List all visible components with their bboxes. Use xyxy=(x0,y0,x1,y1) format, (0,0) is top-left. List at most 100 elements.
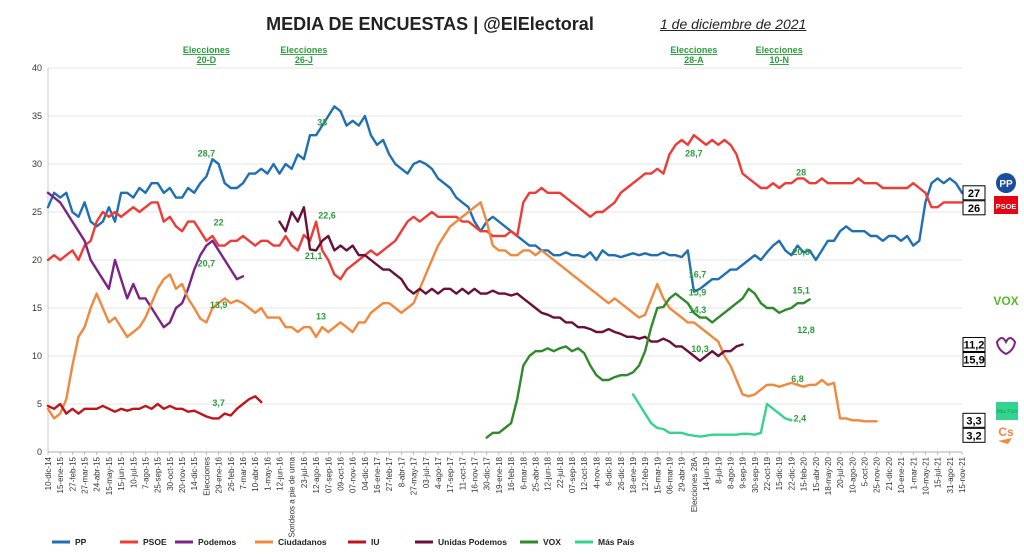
data-label: 13,9 xyxy=(210,300,228,310)
x-tick-label: 09-oct-16 xyxy=(336,456,345,490)
x-tick-label: 10-may-21 xyxy=(921,456,930,495)
x-tick-label: 18-may-20 xyxy=(824,456,833,495)
data-label: 22 xyxy=(214,217,224,227)
data-label: 33 xyxy=(317,118,327,128)
x-tick-label: 15-ene-15 xyxy=(56,456,65,493)
x-tick-label: 17-sep-17 xyxy=(446,456,455,493)
data-label: 20,8 xyxy=(792,247,810,257)
x-tick-label: Sondeos a pie de urna xyxy=(288,456,297,537)
unidas-podemos-logo-icon xyxy=(995,337,1017,356)
end-label-box xyxy=(962,185,986,201)
x-tick-label: Elecciones 28A xyxy=(690,456,699,512)
data-label: 28 xyxy=(796,168,806,178)
x-tick-label: 4-ago-17 xyxy=(434,456,443,489)
election-markers: Elecciones20-DElecciones26-JElecciones28… xyxy=(183,45,803,65)
x-tick-label: 29-abr-19 xyxy=(678,456,687,491)
end-value-label: 26 xyxy=(968,203,980,215)
data-label: 28,7 xyxy=(685,148,703,158)
y-tick-label: 40 xyxy=(32,63,42,73)
vox-logo-icon: VOX xyxy=(993,294,1018,308)
x-tick-label: 19-ene-18 xyxy=(495,456,504,493)
x-tick-label: 15-may-15 xyxy=(105,456,114,495)
end-value-label: 3,2 xyxy=(966,430,981,442)
series-line-pp xyxy=(46,105,964,293)
x-tick-label: 29-ene-16 xyxy=(215,456,224,493)
x-tick-label: 25-nov-20 xyxy=(873,456,882,493)
x-tick-label: Elecciones xyxy=(202,457,211,496)
x-tick-label: 25-abr-18 xyxy=(531,456,540,491)
end-label-box xyxy=(962,427,986,443)
x-tick-label: 5-oct-20 xyxy=(861,456,870,486)
x-tick-label: 23-jul-16 xyxy=(300,456,309,488)
election-date-label: 10-N xyxy=(769,55,789,65)
x-tick-label: 9-sep-19 xyxy=(739,456,748,488)
psoe-logo-icon: PSOE xyxy=(994,196,1018,214)
series-lines xyxy=(46,105,964,439)
x-tick-label: 18-ene-19 xyxy=(629,456,638,493)
x-tick-label: 15-dic-19 xyxy=(775,456,784,490)
x-tick-label: 16-ene-17 xyxy=(373,456,382,493)
gridlines xyxy=(47,67,962,453)
data-label: 6,8 xyxy=(791,374,804,384)
x-tick-label: 30-sep-19 xyxy=(751,456,760,493)
data-label: 16,7 xyxy=(689,269,707,279)
pp-logo-icon: PP xyxy=(996,173,1016,193)
x-tick-label: 26-feb-16 xyxy=(227,456,236,491)
election-label: Elecciones xyxy=(183,45,230,55)
x-tick-label: 04-dic-16 xyxy=(361,456,370,490)
x-tick-label: 25-sep-15 xyxy=(154,456,163,493)
x-tick-label: 27-feb-17 xyxy=(385,456,394,491)
end-value-label: 3,3 xyxy=(966,415,981,427)
data-label: 20,7 xyxy=(198,259,216,269)
end-label-box xyxy=(962,200,986,216)
x-tick-label: 10-abr-16 xyxy=(251,456,260,491)
chart-title: MEDIA DE ENCUESTAS | @ElElectoral xyxy=(266,14,594,34)
data-label: 12,8 xyxy=(797,325,815,335)
end-label-box xyxy=(962,336,986,352)
x-tick-label: 20-jul-20 xyxy=(836,456,845,488)
x-tick-label: 22-jul-18 xyxy=(556,456,565,488)
data-label: 13 xyxy=(316,312,326,322)
x-tick-label: 15-jul-21 xyxy=(934,456,943,488)
x-tick-label: 14-dic-15 xyxy=(190,456,199,490)
mas-pais-logo-icon: Más País xyxy=(996,402,1018,420)
x-tick-label: 15-feb-20 xyxy=(800,456,809,491)
x-tick-label: 15-abr-20 xyxy=(812,456,821,491)
x-tick-label: 8-ago-19 xyxy=(726,456,735,489)
data-label: 10,3 xyxy=(691,344,709,354)
x-tick-label: 10-ago-20 xyxy=(848,456,857,493)
legend-label: PP xyxy=(75,537,87,547)
data-label: 15,1 xyxy=(792,286,810,296)
data-label: 28,7 xyxy=(198,148,216,158)
x-tick-label: 20-nov-15 xyxy=(178,456,187,493)
x-tick-label: 7-mar-16 xyxy=(239,456,248,489)
end-value-labels: 27 26 11,2 15,9 3,3 3,2 xyxy=(962,185,986,443)
end-value-label: 15,9 xyxy=(963,354,984,366)
legend-label: Unidas Podemos xyxy=(438,537,507,547)
x-tick-label: 14-jun-19 xyxy=(702,456,711,490)
x-tick-label: 6-dic-18 xyxy=(605,456,614,485)
election-date-label: 20-D xyxy=(197,55,217,65)
y-tick-label: 15 xyxy=(32,303,42,313)
x-tick-label: 07-sep-16 xyxy=(324,456,333,493)
end-label-box xyxy=(962,351,986,367)
x-tick-label: 22-dic-19 xyxy=(787,456,796,490)
x-tick-label: 16-feb-18 xyxy=(507,456,516,491)
legend-label: Más País xyxy=(598,537,635,547)
x-tick-label: 12-oct-18 xyxy=(580,456,589,490)
mas-pais-logo-text: Más País xyxy=(997,409,1018,415)
psoe-logo-text: PSOE xyxy=(996,202,1017,211)
x-tick-label: 7-ago-15 xyxy=(141,456,150,489)
x-tick-label: 21-dic-20 xyxy=(885,456,894,490)
x-tick-label: 16-nov-17 xyxy=(471,456,480,493)
y-tick-label: 10 xyxy=(32,351,42,361)
cs-logo-text: Cs xyxy=(998,425,1014,439)
y-tick-label: 0 xyxy=(37,447,42,457)
legend-label: VOX xyxy=(543,537,561,547)
x-tick-label: 10-dic-14 xyxy=(44,456,53,490)
x-tick-label: 10-ene-21 xyxy=(897,456,906,493)
x-tick-label: 10-jul-15 xyxy=(129,456,138,488)
x-tick-label: 15-jun-15 xyxy=(117,456,126,490)
y-tick-label: 5 xyxy=(37,399,42,409)
